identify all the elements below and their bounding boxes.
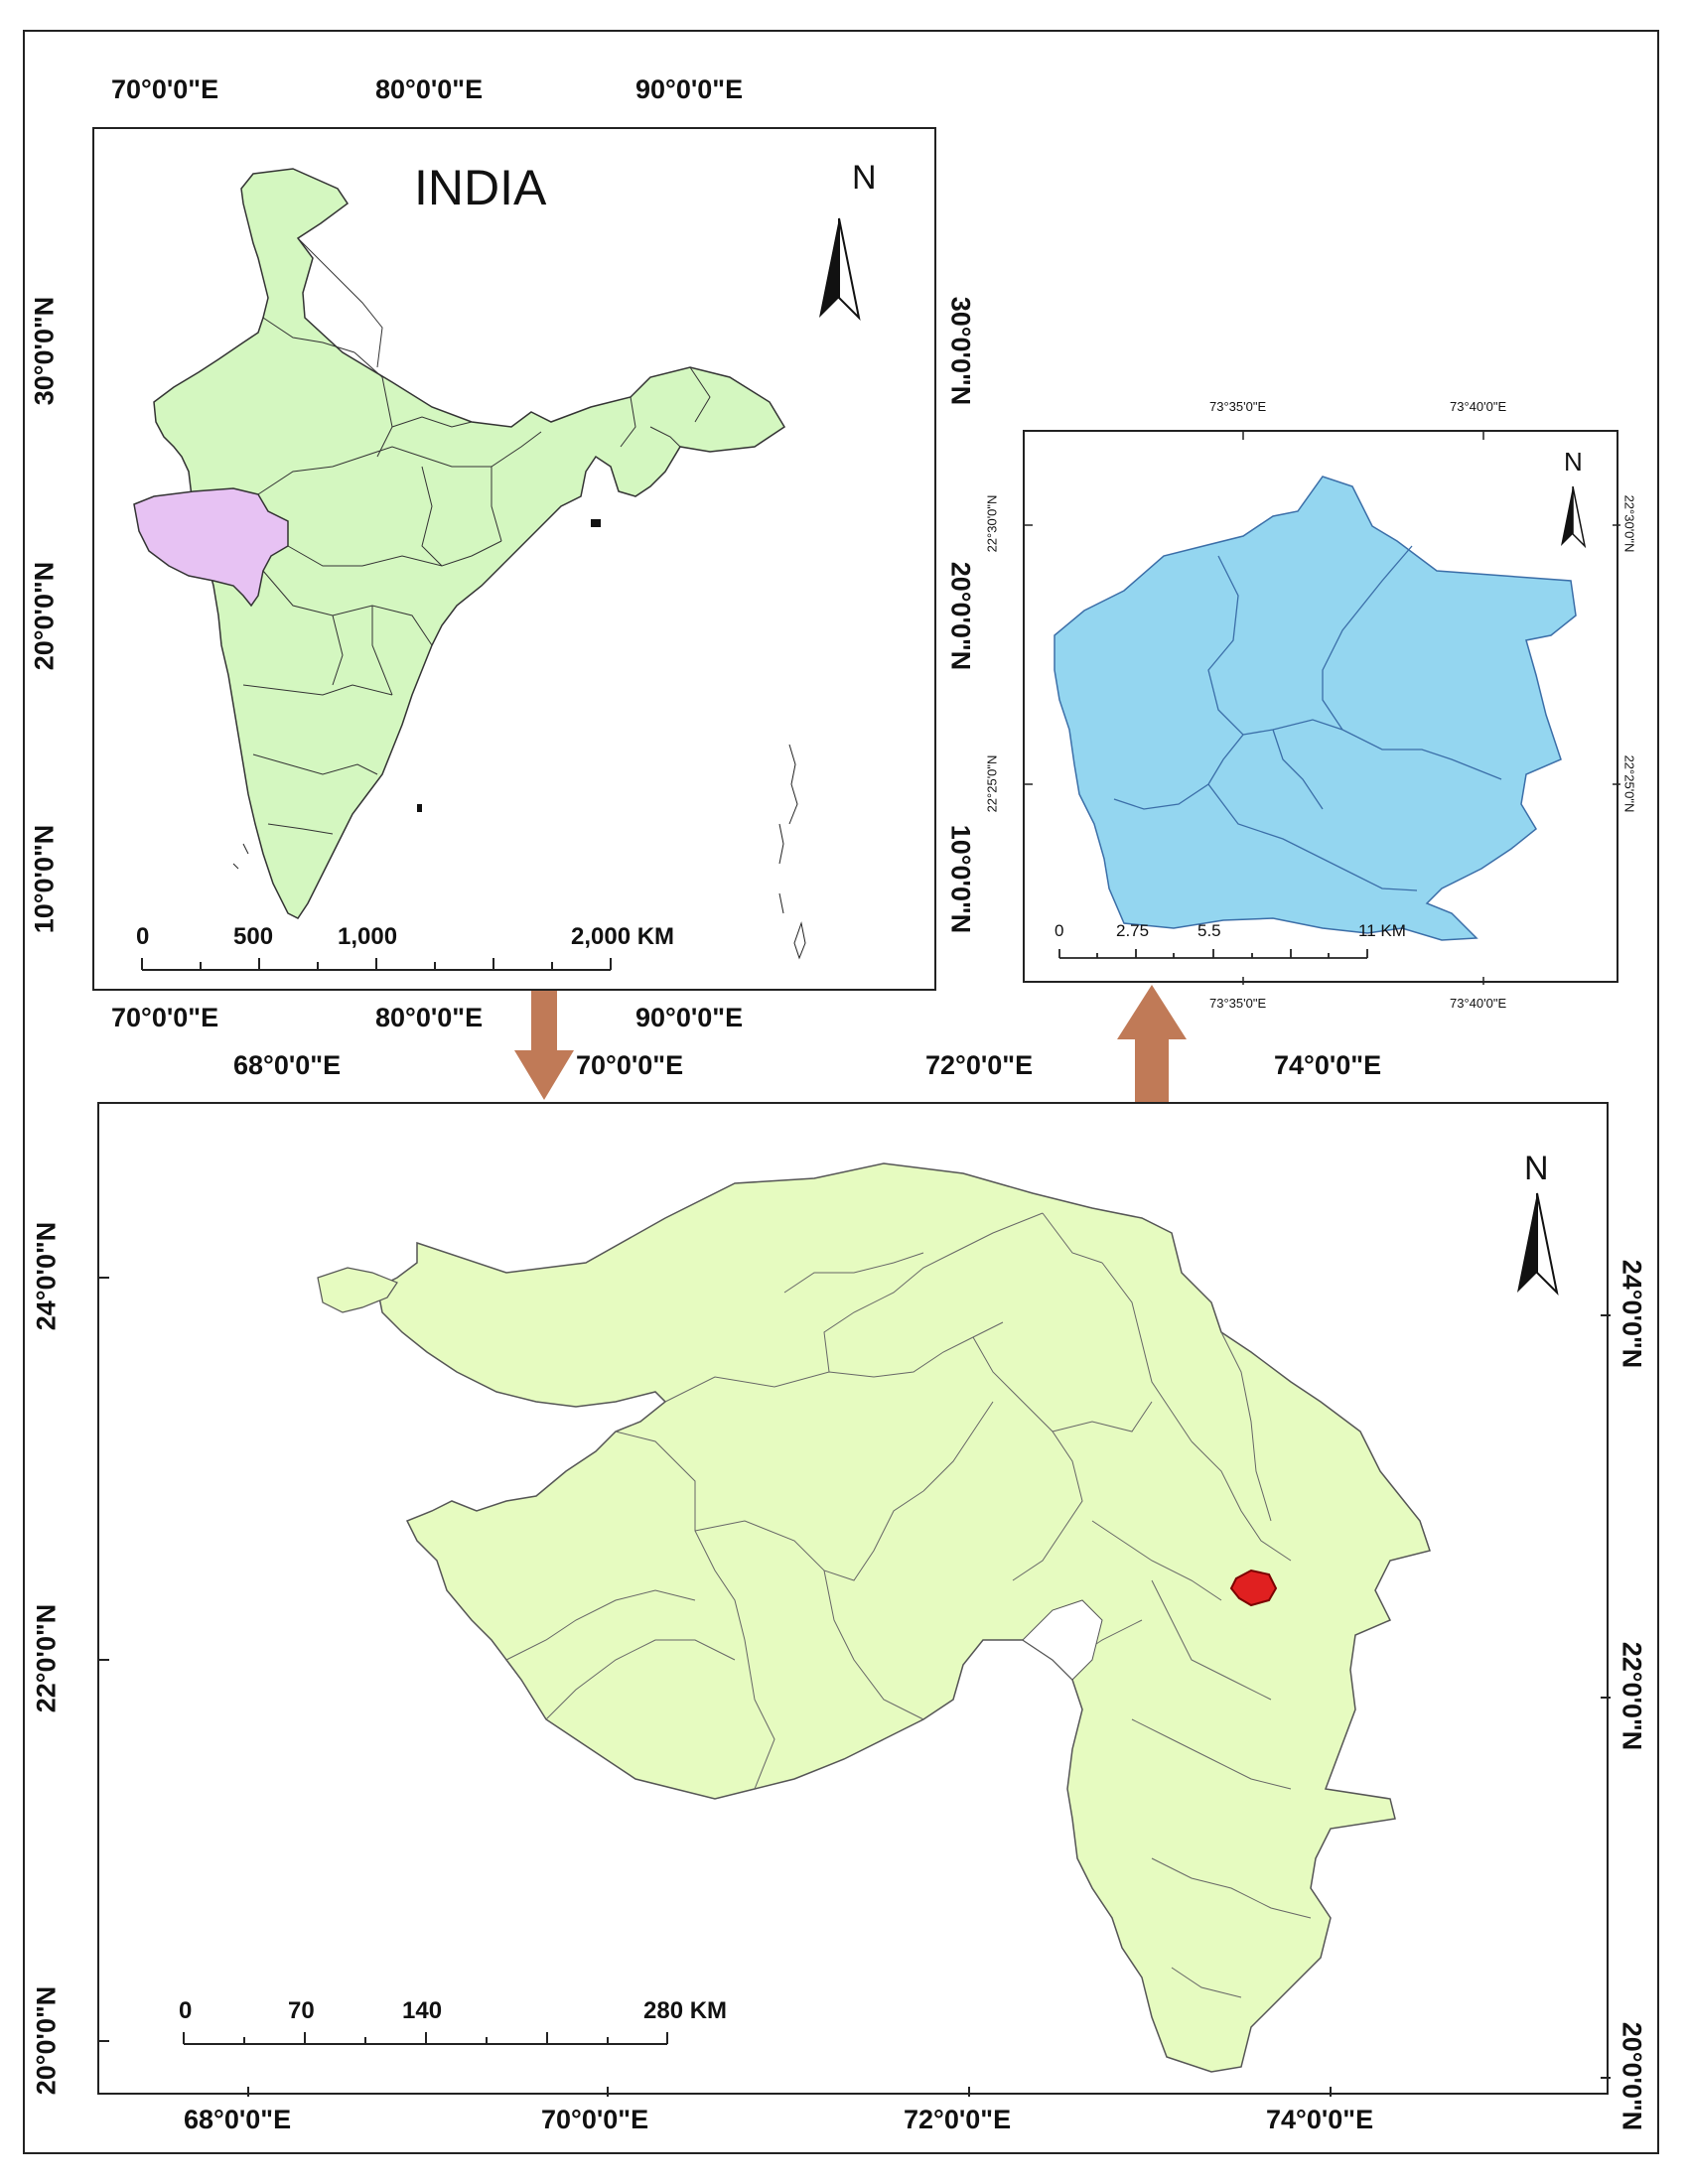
gujarat-left-lat-24: 24°0'0"N [31,1221,62,1331]
gujarat-map-shape [99,1162,1611,2097]
gujarat-scale-bar [183,2032,668,2045]
gujarat-top-lon-68: 68°0'0"E [233,1050,342,1080]
watershed-left-lat-1: 22°30'0"N [984,494,1000,553]
india-left-lat-10: 10°0'0"N [29,824,60,934]
watershed-bottom-lon-2: 73°40'0"E [1450,996,1507,1011]
watershed-scale-bar [1058,949,1368,959]
india-scale-2000: 2,000 KM [571,923,675,950]
gujarat-top-lon-70: 70°0'0"E [576,1050,684,1080]
india-north-label: N [852,159,877,197]
gujarat-top-lon-72: 72°0'0"E [925,1050,1034,1080]
india-left-lat-20: 20°0'0"N [29,561,60,671]
gujarat-scale-0: 0 [179,1997,193,2024]
watershed-north-label: N [1564,447,1583,477]
india-top-lon-70: 70°0'0"E [111,74,219,104]
gujarat-top-lon-74: 74°0'0"E [1274,1050,1382,1080]
watershed-left-lat-2: 22°25'0"N [984,754,1000,813]
india-map-panel: INDIA [92,127,936,991]
gujarat-highlight [133,487,289,608]
india-right-lat-20: 20°0'0"N [945,561,976,671]
india-title: INDIA [414,160,547,215]
watershed-scale-2.75: 2.75 [1116,921,1150,940]
watershed-top-lon-2: 73°40'0"E [1450,399,1507,414]
india-north-arrow [819,217,861,322]
india-outline [153,168,786,919]
gujarat-outline [376,1162,1431,2073]
gujarat-north-arrow [1517,1192,1559,1297]
watershed-scale-5.5: 5.5 [1197,921,1221,940]
watershed-scale-0: 0 [1055,921,1064,940]
watershed-scale-11: 11 KM [1358,921,1406,940]
india-scale-1000: 1,000 [338,923,398,950]
watershed-outline [1054,476,1577,941]
gujarat-north-label: N [1524,1150,1549,1187]
gujarat-right-lat-24: 24°0'0"N [1617,1259,1647,1369]
gujarat-scale-280: 280 KM [643,1997,728,2024]
india-scale-bar [141,958,612,971]
gujarat-right-lat-20: 20°0'0"N [1617,2021,1647,2131]
india-right-lat-10: 10°0'0"N [945,824,976,934]
watershed-top-lon-1: 73°35'0"E [1209,399,1267,414]
gujarat-left-lat-20: 20°0'0"N [31,1985,62,2096]
india-bottom-lon-90: 90°0'0"E [635,1003,744,1032]
india-left-lat-30: 30°0'0"N [29,296,60,406]
map-frame [23,30,1659,2154]
gujarat-map-panel: N 0 70 140 280 KM [97,1102,1611,2097]
gujarat-bottom-lon-72: 72°0'0"E [904,2105,1012,2134]
india-top-lon-80: 80°0'0"E [375,74,484,104]
arrow-gujarat-to-watershed [1117,985,1187,1104]
watershed-map-panel: N 0 2.75 5.5 11 KM [1023,430,1620,985]
gujarat-bottom-lon-74: 74°0'0"E [1266,2105,1374,2134]
watershed-shape [1025,432,1620,985]
india-scale-500: 500 [233,923,274,950]
india-scale-0: 0 [136,923,150,950]
gujarat-bottom-lon-68: 68°0'0"E [184,2105,292,2134]
watershed-right-lat-1: 22°30'0"N [1621,494,1637,553]
watershed-bottom-lon-1: 73°35'0"E [1209,996,1267,1011]
study-area-marker [1229,1569,1278,1607]
india-top-lon-90: 90°0'0"E [635,74,744,104]
gujarat-scale-70: 70 [288,1997,315,2024]
watershed-north-arrow [1561,485,1587,549]
gujarat-scale-140: 140 [402,1997,443,2024]
india-bottom-lon-70: 70°0'0"E [111,1003,219,1032]
gujarat-left-lat-22: 22°0'0"N [31,1603,62,1713]
india-right-lat-30: 30°0'0"N [945,296,976,406]
india-bottom-lon-80: 80°0'0"E [375,1003,484,1032]
gujarat-right-lat-22: 22°0'0"N [1617,1641,1647,1751]
watershed-right-lat-2: 22°25'0"N [1621,754,1637,813]
india-map-shape [133,168,861,971]
arrow-india-to-gujarat [514,991,574,1100]
gujarat-bottom-lon-70: 70°0'0"E [541,2105,649,2134]
